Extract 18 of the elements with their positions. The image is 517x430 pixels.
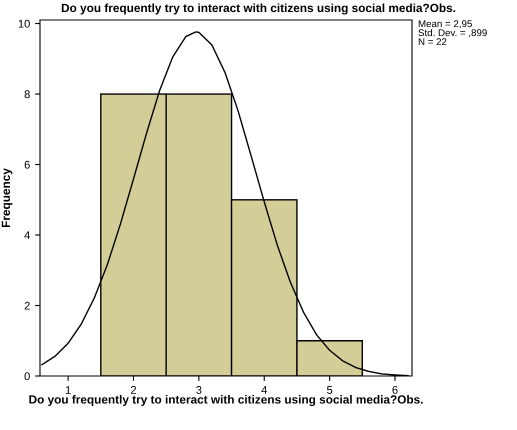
y-axis-title: Frequency	[2, 168, 12, 228]
x-tick-label: 6	[392, 386, 398, 394]
chart-title: Do you frequently try to interact with citizens using social media?Obs.	[62, 3, 456, 15]
text: N = 22	[418, 38, 446, 46]
x-axis-title: Do you frequently try to interact with citizens using social media?Obs.	[29, 395, 423, 406]
text: Mean = 2,95	[418, 20, 472, 28]
y-tick-label: 0	[24, 372, 30, 380]
x-tick-label: 5	[326, 386, 332, 394]
y-tick-label: 2	[24, 302, 30, 310]
y-tick-label: 4	[24, 231, 30, 240]
x-tick-label: 4	[261, 386, 268, 394]
text: Std. Dev. = ,899	[418, 29, 487, 38]
x-tick-label: 2	[130, 386, 136, 394]
y-tick-label: 6	[24, 160, 30, 169]
y-tick-label: 10	[18, 20, 30, 28]
x-tick-label: 3	[196, 386, 202, 394]
x-tick-label: 1	[66, 386, 71, 394]
y-tick-label: 8	[24, 90, 30, 98]
